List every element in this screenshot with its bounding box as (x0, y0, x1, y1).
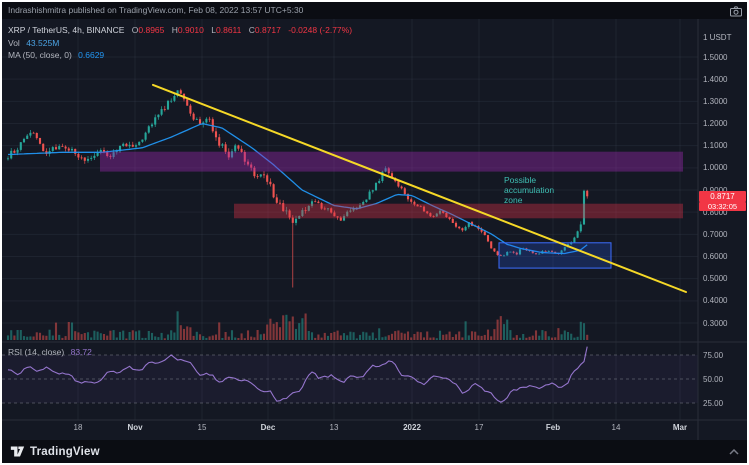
volume-series (6, 311, 589, 340)
time-tick-label: 17 (474, 423, 484, 432)
resistance-zone (100, 151, 683, 172)
annotation-line: accumulation (504, 185, 555, 195)
price-tick-label: 1.0000 (703, 163, 728, 173)
annotation-text: Possible accumulation zone (504, 175, 554, 205)
price-tick-label: 0.8000 (703, 207, 728, 217)
price-tick-label: 0.7000 (703, 229, 728, 239)
ma50-line (7, 123, 588, 255)
rsi-legend[interactable]: RSI (14, close) 83.72 (8, 347, 92, 357)
price-tick-label: 0.5000 (703, 274, 728, 284)
tradingview-logo-mark (10, 446, 25, 457)
tradingview-wordmark: TradingView (30, 445, 100, 458)
candlestick-series (6, 88, 589, 288)
annotation-line: zone (504, 195, 523, 205)
time-tick-label: 13 (329, 423, 339, 432)
ma-label: MA (50, close, 0) (8, 50, 72, 60)
legend: XRP / TetherUS, 4h, BINANCE O0.8965 H0.9… (8, 24, 352, 62)
time-tick-label: 14 (611, 423, 621, 432)
price-tick-label: 0.9000 (703, 186, 727, 195)
time-tick-label: Feb (545, 423, 561, 432)
footer-bar: TradingView (2, 440, 747, 463)
rsi-tick-label: 25.00 (703, 398, 724, 408)
grid (2, 19, 698, 420)
time-tick-label: 18 (73, 423, 83, 432)
time-tick-label: 15 (197, 423, 207, 432)
candle-countdown-badge: 03:32:05 (699, 202, 746, 212)
rsi-label: RSI (14, close) (8, 347, 65, 357)
price-axis-unit: 1 USDT (703, 33, 732, 42)
volume-label: Vol (8, 37, 20, 48)
time-tick-label: 2022 (403, 423, 421, 432)
chevron-up-icon[interactable] (729, 448, 739, 455)
camera-icon[interactable] (730, 6, 742, 17)
rsi-tick-label: 75.00 (703, 350, 724, 360)
ma-value: 0.6629 (78, 50, 105, 60)
price-tick-label: 1.1000 (703, 141, 728, 151)
time-tick-label: Dec (260, 423, 276, 432)
change-value: -0.0248 (-2.77%) (288, 25, 353, 35)
annotation-line: Possible (504, 175, 537, 185)
price-tick-label: 0.6000 (703, 252, 728, 261)
price-tick-label: 0.3000 (703, 318, 728, 328)
descending-trendline (152, 83, 687, 293)
rsi-value: 83.72 (70, 347, 92, 357)
rsi-line (7, 346, 588, 403)
price-tick-label: 1.4000 (703, 74, 728, 84)
price-tick-label: 1.3000 (703, 96, 728, 106)
rsi-tick-label: 50.00 (703, 374, 724, 384)
attribution-text: Indrashishmitra published on TradingView… (8, 5, 304, 15)
volume-legend[interactable]: Vol 43.525M (8, 37, 352, 50)
tradingview-logo[interactable]: TradingView (10, 445, 100, 458)
ma-legend[interactable]: MA (50, close, 0) 0.6629 (8, 49, 352, 62)
time-tick-label: Nov (127, 423, 143, 432)
ohlc-low: L0.8611 (211, 25, 242, 35)
price-tick-label: 1.5000 (703, 52, 728, 62)
ohlc-close: C0.8717 (248, 25, 281, 35)
ohlc-open: O0.8965 (131, 25, 165, 35)
supply-zone (234, 203, 683, 219)
symbol-title: XRP / TetherUS, 4h, BINANCE (8, 25, 125, 35)
price-tick-label: 1.2000 (703, 119, 728, 128)
ohlc-high: H0.9010 (171, 25, 204, 35)
price-tick-label: 0.4000 (703, 296, 728, 306)
symbol-legend[interactable]: XRP / TetherUS, 4h, BINANCE O0.8965 H0.9… (8, 24, 352, 37)
volume-value: 43.525M (26, 37, 60, 48)
attribution-bar: Indrashishmitra published on TradingView… (2, 2, 747, 19)
time-tick-label: Mar (672, 423, 688, 432)
last-price-badge: 0.8717 (699, 190, 746, 202)
